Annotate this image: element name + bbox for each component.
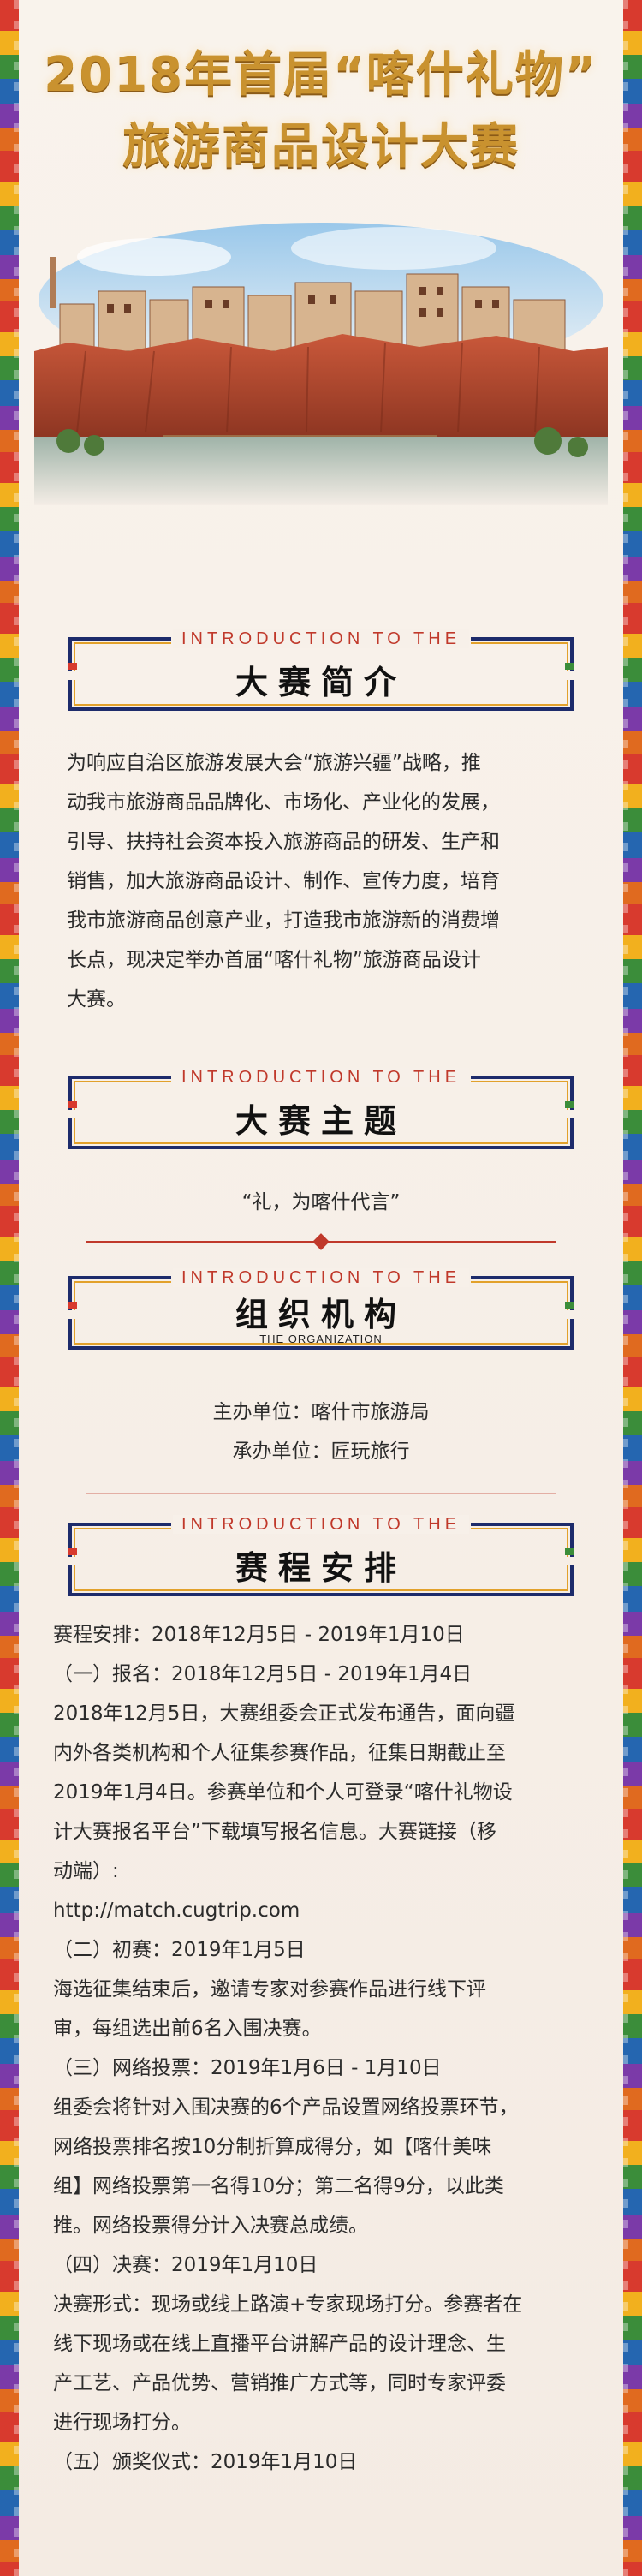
theme-slogan: “礼，为喀什代言” bbox=[241, 1191, 401, 1213]
schedule-line: 网络投票排名按10分制折算成得分，如【喀什美味 bbox=[53, 2136, 492, 2158]
text-line: 销售，加大旅游商品设计、制作、宣传力度，培育 bbox=[67, 870, 500, 892]
schedule-line: 海选征集结束后，邀请专家对参赛作品进行线下评 bbox=[53, 1978, 486, 2001]
kashgar-old-town-illustration bbox=[34, 223, 608, 505]
section-eyebrow: INTRODUCTION TO THE bbox=[172, 1068, 470, 1087]
text-line: 我市旅游商品创意产业，打造我市旅游新的消费增 bbox=[67, 909, 500, 932]
left-ikat-border bbox=[0, 0, 19, 2576]
ornament-divider bbox=[86, 1233, 556, 1250]
section-eyebrow: INTRODUCTION TO THE bbox=[172, 1268, 470, 1287]
schedule-line: （四）决赛：2019年1月10日 bbox=[53, 2254, 318, 2276]
schedule-line: 赛程安排：2018年12月5日 - 2019年1月10日 bbox=[53, 1624, 465, 1646]
schedule-content: 赛程安排：2018年12月5日 - 2019年1月10日 （一）报名：2018年… bbox=[53, 1615, 594, 2482]
schedule-line: 2019年1月4日。参赛单位和个人可登录“喀什礼物设 bbox=[53, 1781, 513, 1804]
schedule-line: 计大赛报名平台”下载填写报名信息。大赛链接（移 bbox=[53, 1821, 496, 1843]
ornament-divider bbox=[86, 1493, 556, 1494]
section-heading: 组织机构 bbox=[235, 1296, 407, 1333]
org-list: 主办单位：喀什市旅游局 承办单位：匠玩旅行 bbox=[0, 1392, 642, 1471]
section-frame-intro: INTRODUCTION TO THE 大赛简介 bbox=[68, 629, 574, 711]
schedule-line: 进行现场打分。 bbox=[53, 2412, 191, 2434]
text-line: 动我市旅游商品品牌化、市场化、产业化的发展， bbox=[67, 791, 500, 814]
page-title-line2: 旅游商品设计大赛 bbox=[122, 119, 520, 175]
section-heading: 赛程安排 bbox=[235, 1549, 407, 1587]
section-eyebrow: INTRODUCTION TO THE bbox=[172, 1515, 470, 1534]
section-eyebrow: INTRODUCTION TO THE bbox=[172, 629, 470, 648]
organizer-unit: 承办单位：匠玩旅行 bbox=[232, 1440, 410, 1463]
schedule-line: 决赛形式：现场或线上路演+专家现场打分。参赛者在 bbox=[53, 2293, 523, 2316]
section-frame-org: INTRODUCTION TO THE 组织机构 THE ORGANIZATIO… bbox=[68, 1268, 574, 1350]
schedule-line: 线下现场或在线上直播平台讲解产品的设计理念、生 bbox=[53, 2333, 506, 2355]
text-line: 引导、扶持社会资本投入旅游商品的研发、生产和 bbox=[67, 831, 500, 853]
right-ikat-border bbox=[623, 0, 642, 2576]
registration-link[interactable]: http://match.cugtrip.com bbox=[53, 1899, 300, 1922]
schedule-line: （一）报名：2018年12月5日 - 2019年1月4日 bbox=[53, 1663, 473, 1685]
schedule-line: 组委会将针对入围决赛的6个产品设置网络投票环节， bbox=[53, 2096, 519, 2119]
schedule-line: 审，每组选出前6名入围决赛。 bbox=[53, 2018, 322, 2040]
frame-bracket bbox=[68, 1523, 574, 1596]
frame-bracket bbox=[68, 637, 574, 711]
schedule-line: 产工艺、产品优势、营销推广方式等，同时专家评委 bbox=[53, 2372, 506, 2394]
schedule-line: 动端）: bbox=[53, 1860, 119, 1882]
section-frame-schedule: INTRODUCTION TO THE 赛程安排 bbox=[68, 1515, 574, 1596]
section-frame-theme: INTRODUCTION TO THE 大赛主题 bbox=[68, 1068, 574, 1149]
section-heading: 大赛主题 bbox=[235, 1102, 407, 1140]
schedule-line: 组】网络投票第一名得10分；第二名得9分，以此类 bbox=[53, 2175, 504, 2197]
section-subheading: THE ORGANIZATION bbox=[259, 1333, 383, 1345]
page-title-line1: 2018年首届“喀什礼物” bbox=[44, 47, 598, 103]
intro-paragraph: 为响应自治区旅游发展大会“旅游兴疆”战略，推 动我市旅游商品品牌化、市场化、产业… bbox=[67, 743, 580, 1019]
text-line: 为响应自治区旅游发展大会“旅游兴疆”战略，推 bbox=[67, 752, 481, 774]
frame-bracket bbox=[68, 1276, 574, 1350]
section-heading: 大赛简介 bbox=[235, 664, 407, 701]
schedule-line: （三）网络投票：2019年1月6日 - 1月10日 bbox=[53, 2057, 442, 2079]
schedule-line: （二）初赛：2019年1月5日 bbox=[53, 1939, 306, 1961]
schedule-line: （五）颁奖仪式：2019年1月10日 bbox=[53, 2451, 358, 2473]
text-line: 大赛。 bbox=[67, 988, 126, 1011]
schedule-line: 2018年12月5日，大赛组委会正式发布通告，面向疆 bbox=[53, 1702, 515, 1725]
host-unit: 主办单位：喀什市旅游局 bbox=[212, 1401, 430, 1423]
frame-bracket bbox=[68, 1076, 574, 1149]
text-line: 长点，现决定举办首届“喀什礼物”旅游商品设计 bbox=[67, 949, 481, 971]
schedule-line: 推。网络投票得分计入决赛总成绩。 bbox=[53, 2215, 368, 2237]
schedule-line: 内外各类机构和个人征集参赛作品，征集日期截止至 bbox=[53, 1742, 506, 1764]
